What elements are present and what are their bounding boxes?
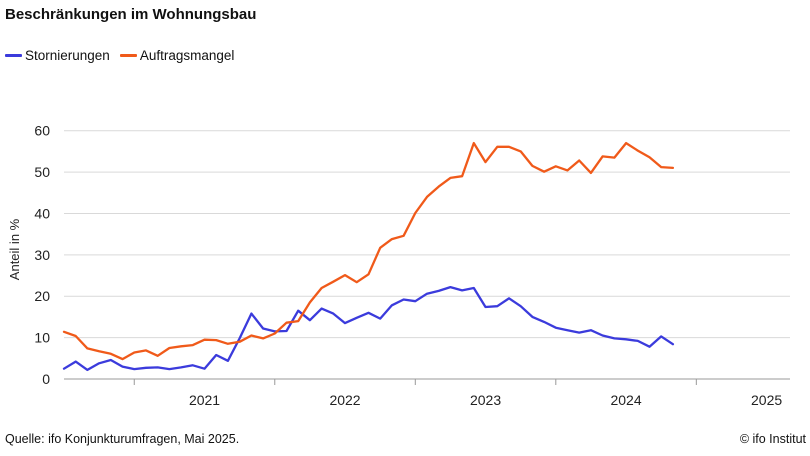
legend-label-stornierungen: Stornierungen [25,48,110,63]
y-tick-label-60: 60 [34,123,50,139]
source-note: Quelle: ifo Konjunkturumfragen, Mai 2025… [5,432,240,446]
legend-label-auftragsmangel: Auftragsmangel [139,48,235,63]
y-tick-label-30: 30 [34,247,50,263]
legend: Stornierungen Auftragsmangel [5,48,244,63]
x-tick-label-2021: 2021 [189,392,220,408]
y-tick-label-40: 40 [34,205,50,221]
y-tick-label-50: 50 [34,164,50,180]
legend-item-stornierungen: Stornierungen [5,48,110,63]
legend-swatch-auftragsmangel [119,54,137,57]
chart-title: Beschränkungen im Wohnungsbau [5,6,257,23]
y-tick-label-10: 10 [34,330,50,346]
x-tick-label-2024: 2024 [610,392,641,408]
copyright-note: © ifo Institut [739,432,806,446]
x-tick-label-2022: 2022 [329,392,360,408]
stornierungen-line [62,285,675,372]
y-tick-label-20: 20 [34,288,50,304]
y-tick-label-0: 0 [42,371,50,387]
y-axis-title: Anteil in % [7,218,22,280]
legend-item-auftragsmangel: Auftragsmangel [119,48,235,63]
legend-swatch-stornierungen [5,54,22,57]
auftragsmangel-line [62,141,675,361]
x-tick-label-2023: 2023 [470,392,501,408]
x-tick-label-2025: 2025 [751,392,782,408]
